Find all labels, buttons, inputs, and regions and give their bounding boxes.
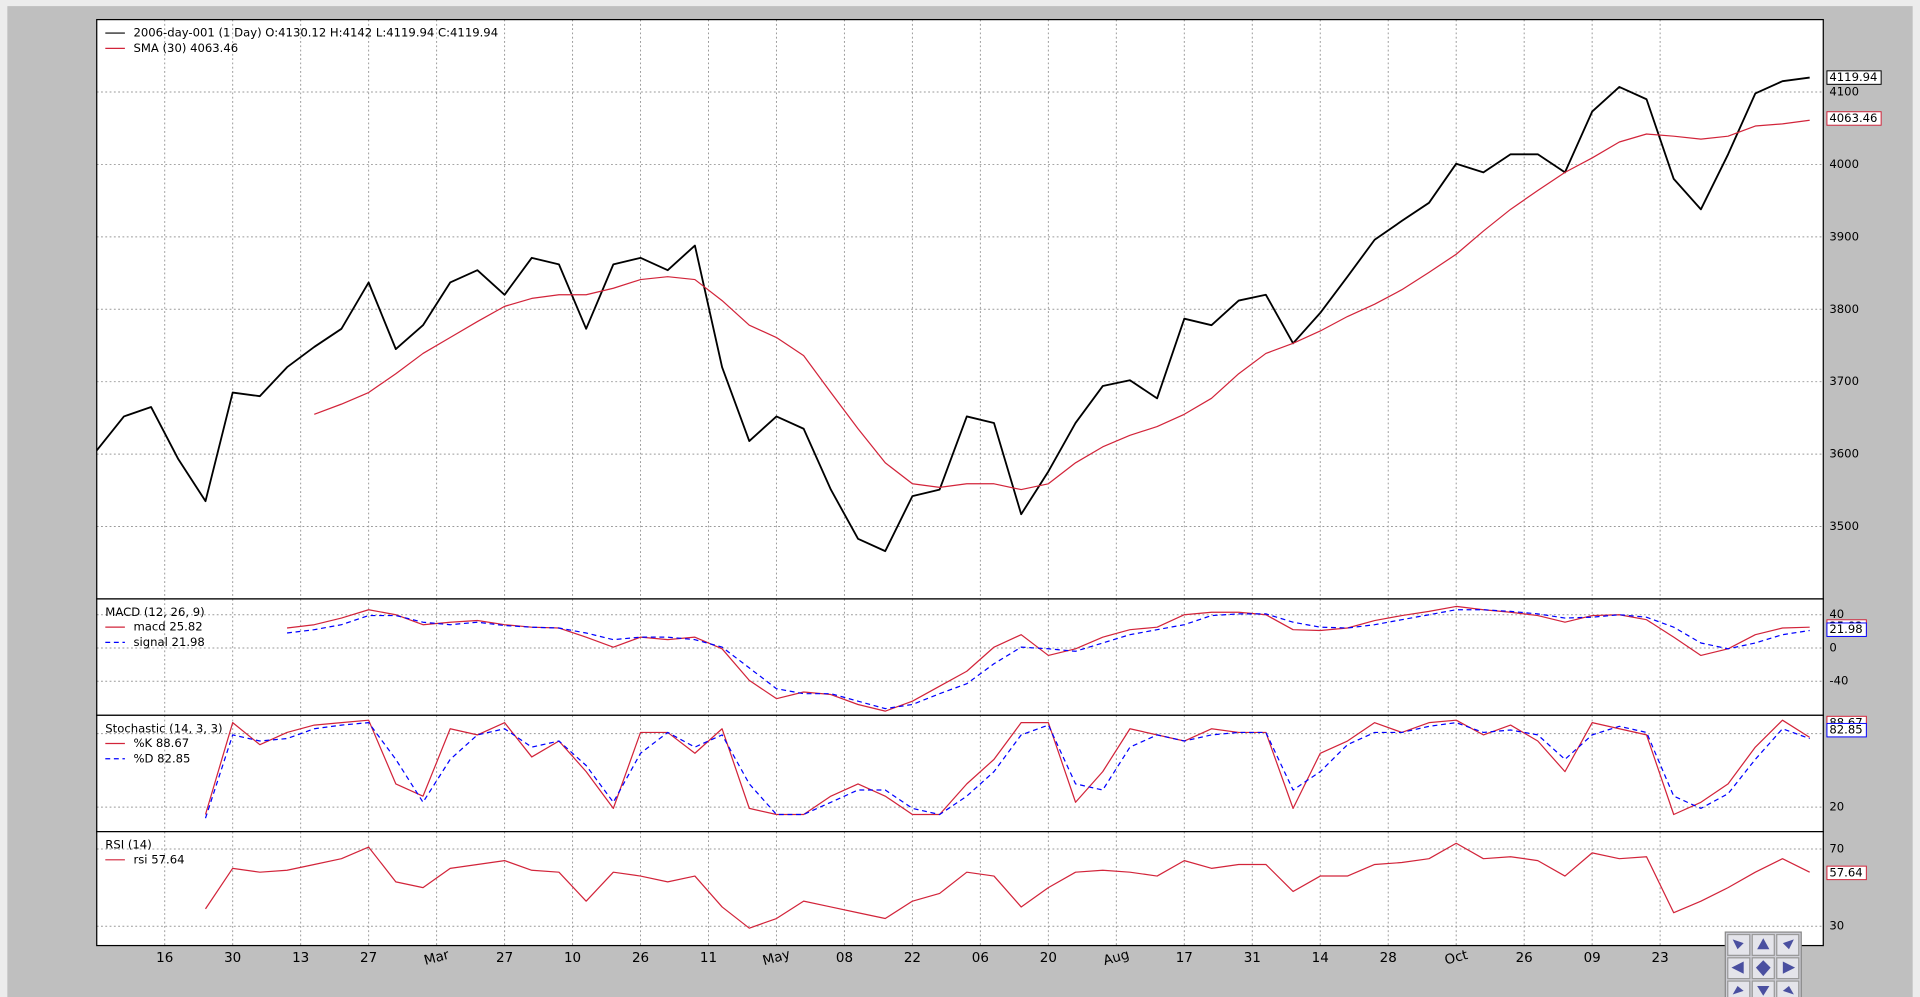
y-tick-label: -40 [1829, 674, 1848, 688]
value-label: 21.98 [1829, 622, 1862, 636]
navigation-widget [1724, 931, 1802, 997]
x-tick-label: May [761, 946, 792, 969]
series-line [204, 842, 1810, 929]
x-tick-label: 13 [292, 950, 309, 966]
legend-label: %K 88.67 [133, 736, 189, 750]
value-label-box [1826, 722, 1867, 738]
y-tick-label: 0 [1829, 640, 1836, 654]
x-tick-label: 20 [1040, 950, 1057, 966]
x-tick-label: 17 [1176, 950, 1193, 966]
value-label: 4063.46 [1829, 111, 1877, 125]
x-tick-label: Oct [1443, 947, 1470, 968]
legend-label: 2006-day-001 (1 Day) O:4130.12 H:4142 L:… [133, 26, 498, 40]
x-tick-label: 27 [496, 950, 513, 966]
panel-frame [96, 831, 1824, 947]
arrow-icon [1757, 938, 1770, 950]
x-tick-label: 31 [1244, 950, 1261, 966]
y-tick-label: 3900 [1829, 229, 1859, 243]
y-tick-label: 4000 [1829, 157, 1859, 171]
arrow-icon [1732, 939, 1744, 950]
arrow-icon [1782, 939, 1794, 950]
plot-area [96, 715, 1824, 832]
value-label-box [1826, 865, 1867, 881]
x-tick-label: 11 [700, 950, 717, 966]
x-tick-label: 08 [836, 950, 853, 966]
arrow-icon [1732, 985, 1744, 995]
value-label-box [1826, 111, 1882, 126]
x-tick-label: 26 [1516, 950, 1533, 966]
x-tick-label: 27 [360, 950, 377, 966]
x-tick-label: 16 [156, 950, 173, 966]
y-tick-label: 3700 [1829, 374, 1859, 388]
value-label-box [1826, 622, 1867, 637]
x-tick-label: 23 [1652, 950, 1669, 966]
value-label: 4119.94 [1829, 70, 1877, 84]
legend-label: macd 25.82 [133, 620, 202, 634]
legend-label: SMA (30) 4063.46 [133, 41, 238, 55]
x-tick-label: Mar [422, 947, 451, 969]
x-tick-label: 30 [224, 950, 241, 966]
value-label: 57.64 [1829, 865, 1862, 879]
y-tick-label: 30 [1829, 919, 1844, 933]
y-tick-label: 20 [1829, 800, 1844, 814]
arrow-icon [1731, 961, 1744, 974]
plots: 3500 3600 3700 3800 3900 4000 4100 2006-day-001… [96, 18, 1882, 969]
x-tick-label: 10 [564, 950, 581, 966]
value-label-box [1826, 70, 1882, 85]
arrow-icon [1755, 960, 1771, 977]
panel-title: RSI (14) [105, 838, 151, 852]
legend-label: rsi 57.64 [133, 852, 184, 866]
arrow-icon [1782, 961, 1796, 974]
series-line [314, 119, 1810, 491]
series-line [204, 719, 1810, 816]
panel-title: Stochastic (14, 3, 3) [105, 721, 222, 735]
x-tick-label: 26 [632, 950, 649, 966]
series-line [286, 609, 1810, 710]
value-label: 82.85 [1829, 723, 1862, 737]
series-line [204, 722, 1810, 819]
legend-label: signal 21.98 [133, 635, 204, 649]
x-tick-label: 22 [904, 950, 921, 966]
panel-title: MACD (12, 26, 9) [105, 605, 204, 619]
x-tick-label: 06 [972, 950, 989, 966]
plot-area [96, 598, 1824, 716]
x-tick-label: 09 [1584, 950, 1601, 966]
y-tick-label: 70 [1829, 842, 1844, 856]
arrow-icon [1757, 985, 1770, 996]
x-tick-label: 14 [1312, 950, 1329, 966]
legend-label: %D 82.85 [133, 751, 190, 765]
y-tick-label: 3800 [1829, 302, 1859, 316]
x-tick-label: Aug [1102, 947, 1132, 969]
y-tick-label: 3500 [1829, 519, 1859, 533]
y-tick-label: 40 [1829, 607, 1844, 621]
y-tick-label: 3600 [1829, 447, 1859, 461]
arrow-icon [1782, 985, 1794, 995]
series-line [96, 76, 1810, 553]
y-tick-label: 4100 [1829, 85, 1859, 99]
x-tick-label: 28 [1380, 950, 1397, 966]
